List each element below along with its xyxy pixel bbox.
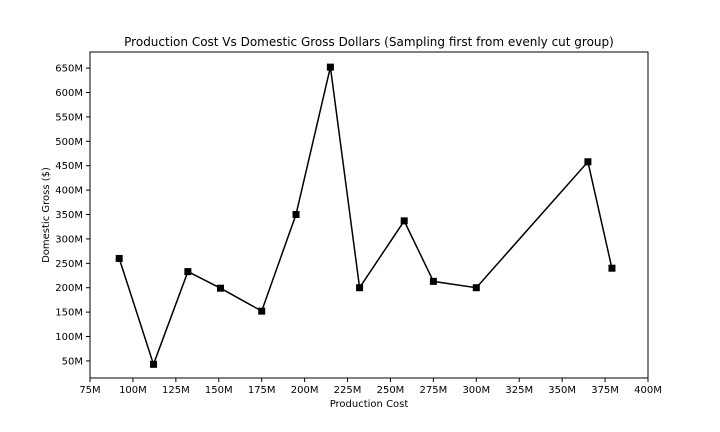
data-point-marker <box>326 63 334 71</box>
y-tick-label: 500M <box>55 137 83 148</box>
x-tick-label: 400M <box>634 385 662 396</box>
y-tick-label: 350M <box>55 210 83 221</box>
chart-title: Production Cost Vs Domestic Gross Dollar… <box>124 35 614 49</box>
data-point-marker <box>292 211 300 219</box>
y-tick-label: 300M <box>55 234 83 245</box>
y-tick-label: 600M <box>55 88 83 99</box>
y-tick-label: 50M <box>62 356 83 367</box>
x-tick-label: 300M <box>462 385 490 396</box>
x-tick-label: 225M <box>334 385 362 396</box>
x-tick-label: 200M <box>291 385 319 396</box>
data-point-marker <box>356 284 364 292</box>
x-tick-label: 150M <box>205 385 233 396</box>
x-tick-label: 100M <box>119 385 147 396</box>
data-point-marker <box>216 284 224 292</box>
data-point-marker <box>429 277 437 285</box>
y-tick-label: 400M <box>55 186 83 197</box>
data-point-marker <box>258 307 266 315</box>
plot-area <box>89 51 649 379</box>
y-tick-label: 150M <box>55 308 83 319</box>
data-point-marker <box>150 360 158 368</box>
x-tick-label: 325M <box>505 385 533 396</box>
y-axis-label: Domestic Gross ($) <box>41 167 52 263</box>
data-point-marker <box>184 268 192 276</box>
data-point-marker <box>472 284 480 292</box>
x-axis: 75M 100M 125M 150M 175M 200M 225M 250M 275M 300M 3… <box>79 378 662 396</box>
x-tick-label: 125M <box>162 385 190 396</box>
x-axis-label: Production Cost <box>330 399 409 410</box>
x-tick-label: 175M <box>248 385 276 396</box>
y-tick-label: 100M <box>55 332 83 343</box>
data-point-marker <box>400 217 408 225</box>
x-tick-label: 75M <box>79 385 100 396</box>
x-tick-label: 275M <box>420 385 448 396</box>
y-tick-label: 650M <box>55 64 83 75</box>
data-point-marker <box>115 254 123 262</box>
x-tick-label: 250M <box>377 385 405 396</box>
y-tick-label: 250M <box>55 259 83 270</box>
series-layer <box>115 63 616 368</box>
data-point-marker <box>584 158 592 166</box>
y-tick-label: 200M <box>55 283 83 294</box>
y-tick-label: 450M <box>55 161 83 172</box>
x-tick-label: 375M <box>591 385 619 396</box>
y-axis: 50M 100M 150M 200M 250M 300M 350M 400M 450M 500M 5… <box>55 64 90 367</box>
y-tick-label: 550M <box>55 112 83 123</box>
data-point-marker <box>608 264 616 272</box>
x-tick-label: 350M <box>548 385 576 396</box>
